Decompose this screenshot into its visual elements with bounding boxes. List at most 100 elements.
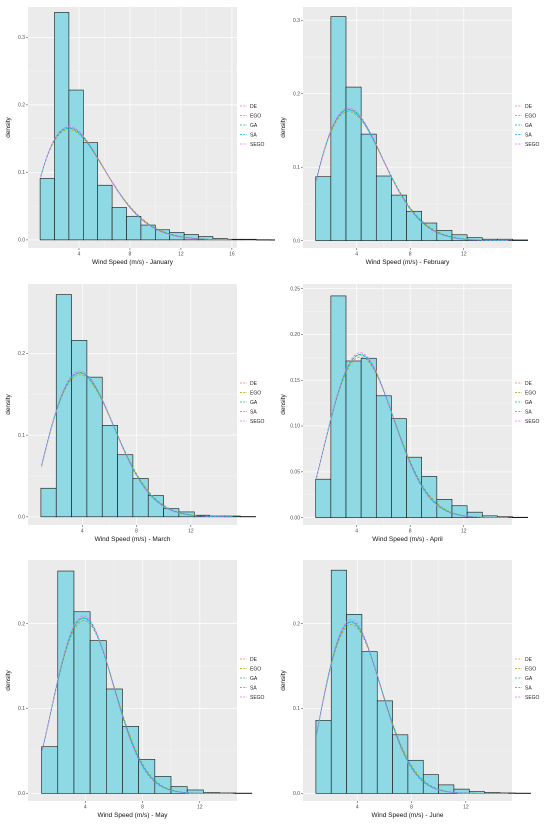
chart-panel-march: 0.0 0.1 0.2 4 8 12 Wind Speed (m/s) - March den… — [0, 277, 275, 554]
y-tick-label: 0.1 — [293, 165, 300, 171]
y-axis-label: density — [280, 116, 287, 137]
histogram-bar — [315, 720, 332, 794]
histogram-bar — [83, 142, 99, 241]
legend-label-de: DE — [250, 657, 258, 663]
x-axis-label: Wind Speed (m/s) - April — [372, 536, 443, 543]
chart-svg: 0.0 0.1 0.2 4 8 12 Wind Speed (m/s) - May densi… — [5, 560, 265, 819]
legend-label-sego: SEGO — [250, 142, 265, 148]
x-tick-label: 12 — [197, 805, 203, 811]
x-tick-label: 4 — [356, 805, 359, 811]
histogram-bars — [315, 569, 531, 794]
legend-label-ga: GA — [525, 123, 533, 129]
y-tick-label: 0.0 — [293, 238, 300, 244]
legend-label-sa: SA — [250, 685, 257, 691]
legend-label-ga: GA — [250, 400, 258, 406]
histogram-bar — [106, 688, 123, 794]
legend-label-sa: SA — [250, 409, 257, 415]
fit-curve-sego — [316, 352, 508, 519]
histogram-bar — [451, 505, 468, 518]
y-axis-label: density — [5, 669, 12, 690]
legend: DE EGO GA SA SEGO — [515, 104, 540, 148]
chart-svg: 0.00 0.05 0.10 0.15 0.20 0.25 4 8 12 Wind Speed (… — [280, 284, 540, 543]
legend-label-sego: SEGO — [525, 695, 540, 701]
histogram-bar — [360, 133, 377, 241]
x-tick-label: 4 — [78, 252, 81, 258]
legend-label-ga: GA — [525, 676, 533, 682]
fit-curve-ego — [316, 111, 508, 241]
fit-curves — [41, 370, 233, 518]
chart-svg: 0.0 0.1 0.2 4 8 12 Wind Speed (m/s) - March den… — [5, 284, 265, 543]
legend-label-sa: SA — [250, 132, 257, 138]
fit-curves — [41, 615, 233, 794]
y-tick-label: 0.3 — [293, 18, 300, 24]
y-tick-label: 0.3 — [18, 35, 25, 41]
histogram-bars — [315, 16, 528, 241]
legend: DE EGO GA SA SEGO — [240, 381, 265, 425]
legend-label-sa: SA — [525, 685, 532, 691]
y-tick-label: 0.25 — [290, 286, 300, 292]
x-axis-label: Wind Speed (m/s) - March — [95, 536, 171, 543]
histogram-bar — [406, 210, 423, 241]
legend: DE EGO GA SA SEGO — [515, 381, 540, 425]
chart-panel-april: 0.00 0.05 0.10 0.15 0.20 0.25 4 8 12 Wind Speed (… — [275, 277, 550, 554]
x-tick-label: 4 — [355, 529, 358, 535]
histogram-bar — [315, 176, 332, 241]
histogram-bars — [41, 570, 253, 794]
y-tick-label: 0.1 — [18, 706, 25, 712]
y-tick-label: 0.1 — [18, 170, 25, 176]
legend-label-de: DE — [250, 104, 258, 110]
fit-curve-sego — [316, 619, 508, 794]
fit-curve-sa — [316, 354, 508, 518]
histogram-bar — [375, 175, 392, 241]
histogram-bar — [376, 700, 393, 794]
x-tick-label: 8 — [409, 252, 412, 258]
histogram-bar — [86, 376, 103, 518]
y-tick-label: 0.05 — [290, 470, 300, 476]
x-tick-label: 8 — [135, 529, 138, 535]
x-tick-label: 4 — [81, 529, 84, 535]
y-tick-label: 0.0 — [18, 515, 25, 521]
legend-label-ego: EGO — [250, 113, 261, 119]
histogram-bar — [126, 215, 142, 241]
fit-curves — [40, 126, 232, 241]
y-tick-label: 0.2 — [293, 621, 300, 627]
histogram-bar — [330, 16, 347, 241]
legend-label-ego: EGO — [250, 390, 261, 396]
legend-label-sego: SEGO — [250, 695, 265, 701]
histogram-bar — [330, 295, 347, 518]
legend-label-ego: EGO — [525, 113, 536, 119]
x-axis-label: Wind Speed (m/s) - May — [97, 812, 168, 819]
legend-label-de: DE — [250, 381, 258, 387]
legend-label-sego: SEGO — [525, 142, 540, 148]
x-tick-label: 4 — [84, 805, 87, 811]
fit-curve-ga — [316, 109, 508, 241]
fit-curve-sego — [316, 107, 508, 241]
x-tick-label: 8 — [129, 252, 132, 258]
y-tick-label: 0.1 — [293, 706, 300, 712]
histogram-bar — [101, 425, 118, 518]
legend-label-ga: GA — [250, 676, 258, 682]
histogram-bar — [391, 194, 407, 241]
y-tick-label: 0.1 — [18, 433, 25, 439]
histogram-bar — [71, 340, 88, 518]
chart-svg: 0.0 0.1 0.2 0.3 4 8 12 Wind Speed (m/s) - Febru… — [280, 7, 540, 266]
x-axis-label: Wind Speed (m/s) - February — [366, 259, 451, 266]
x-tick-label: 12 — [188, 529, 194, 535]
histogram-bars — [39, 12, 275, 241]
x-tick-label: 12 — [461, 529, 467, 535]
histogram-bar — [453, 788, 470, 794]
fit-curves — [316, 352, 508, 519]
histogram-bar — [346, 614, 363, 794]
legend-label-ga: GA — [250, 123, 258, 129]
x-axis-label: Wind Speed (m/s) - January — [92, 259, 174, 266]
fit-curve-sego — [41, 370, 233, 518]
histogram-bar — [73, 611, 91, 794]
histogram-bar — [375, 395, 392, 518]
legend-label-ego: EGO — [250, 666, 261, 672]
histogram-bar — [315, 478, 332, 518]
histogram-bar — [198, 236, 214, 241]
chart-panel-june: 0.0 0.1 0.2 4 8 12 Wind Speed (m/s) - June dens… — [275, 553, 550, 830]
legend: DE EGO GA SA SEGO — [240, 657, 265, 701]
legend-label-ga: GA — [525, 400, 533, 406]
